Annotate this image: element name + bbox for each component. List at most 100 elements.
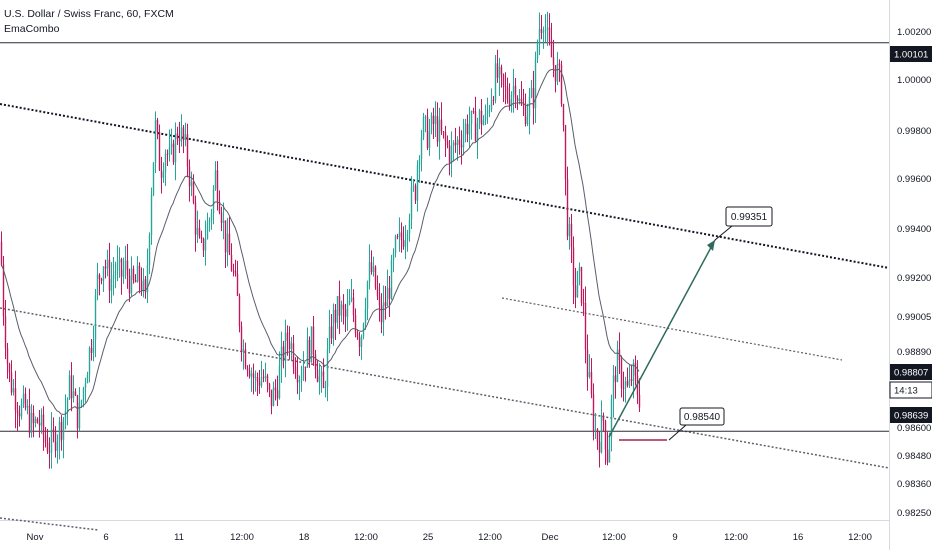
- candle-body: [306, 339, 309, 368]
- candle: [114, 261, 117, 289]
- candle: [534, 51, 537, 123]
- candle: [28, 388, 31, 438]
- candle: [348, 289, 351, 306]
- candle: [272, 381, 275, 407]
- candle-body: [360, 336, 363, 347]
- candle: [366, 280, 369, 320]
- candle-body: [596, 429, 599, 443]
- candle-body: [220, 212, 223, 224]
- candle-body: [114, 271, 117, 275]
- candle-body: [570, 223, 573, 248]
- y-tick-label: 0.98480: [897, 451, 931, 462]
- callout-label: 0.98540: [684, 412, 721, 423]
- candle-body: [296, 374, 299, 383]
- candle-body: [106, 259, 109, 269]
- candle-body: [222, 220, 225, 224]
- candle-body: [372, 266, 375, 273]
- candle-body: [136, 265, 139, 283]
- candle: [612, 364, 615, 418]
- candle-body: [82, 387, 85, 401]
- candle: [574, 267, 577, 309]
- candle-body: [122, 269, 125, 277]
- candle: [64, 394, 67, 430]
- candle: [50, 412, 53, 469]
- candle: [322, 358, 325, 389]
- candle: [376, 275, 379, 301]
- candle: [264, 362, 267, 382]
- candle-body: [572, 247, 575, 286]
- candle: [234, 259, 237, 277]
- candle-body: [480, 110, 483, 125]
- candle: [520, 81, 523, 107]
- x-tick-label: 9: [672, 532, 677, 543]
- candle-body: [40, 414, 43, 426]
- upper-trend-line: [0, 103, 890, 269]
- candle-body: [26, 405, 29, 408]
- candle-body: [404, 240, 407, 247]
- candle: [246, 365, 249, 377]
- candle-body: [286, 332, 289, 342]
- y-tick-label: 0.99200: [897, 273, 931, 284]
- candle: [498, 57, 501, 97]
- candle-body: [190, 181, 193, 187]
- candle-body: [84, 383, 87, 388]
- candle: [494, 55, 497, 104]
- x-tick-label: 16: [793, 532, 804, 543]
- candle: [382, 285, 385, 336]
- candle: [452, 140, 455, 162]
- candle: [112, 257, 115, 296]
- candle-body: [624, 381, 627, 389]
- candle-body: [128, 275, 131, 294]
- candle: [528, 87, 531, 135]
- candle: [38, 410, 41, 438]
- candle-body: [152, 162, 155, 196]
- candle-body: [228, 233, 231, 255]
- candle: [496, 49, 499, 83]
- candle-body: [42, 414, 45, 436]
- candle-body: [460, 144, 463, 148]
- candle: [372, 256, 375, 277]
- candle: [400, 222, 403, 253]
- level-callout: 0.98540: [668, 407, 725, 441]
- candle-body: [226, 233, 229, 253]
- x-tick-label: 25: [423, 532, 434, 543]
- candle: [440, 102, 443, 135]
- candle: [580, 266, 583, 307]
- callout-label: 0.99351: [731, 212, 768, 223]
- candle-body: [410, 186, 413, 220]
- candle: [606, 432, 609, 466]
- candle: [210, 208, 213, 230]
- candle: [476, 117, 479, 159]
- candle-body: [314, 354, 317, 370]
- candle: [542, 26, 545, 49]
- candle-body: [216, 170, 219, 202]
- y-tick-label: 0.98890: [897, 347, 931, 358]
- candle: [190, 171, 193, 197]
- candle-body: [344, 309, 347, 317]
- candle-body: [36, 418, 39, 423]
- candle-body: [132, 268, 135, 280]
- projection-arrow: [608, 239, 716, 438]
- candle-body: [310, 326, 313, 363]
- candle-body: [294, 366, 297, 375]
- candle-body: [56, 441, 59, 451]
- candle-body: [406, 233, 409, 241]
- candle-body: [316, 369, 319, 382]
- candle-body: [282, 346, 285, 362]
- candle-body: [454, 142, 457, 146]
- candle: [316, 360, 319, 383]
- candle-body: [66, 399, 69, 411]
- candle-body: [620, 359, 623, 389]
- candle-body: [262, 377, 265, 379]
- candle: [48, 437, 51, 469]
- candle: [160, 156, 163, 194]
- candle-body: [292, 343, 295, 367]
- candle: [300, 365, 303, 392]
- candle: [204, 220, 207, 266]
- candle-body: [38, 422, 41, 426]
- candle: [444, 125, 447, 157]
- candle: [590, 358, 593, 399]
- candle: [0, 231, 3, 267]
